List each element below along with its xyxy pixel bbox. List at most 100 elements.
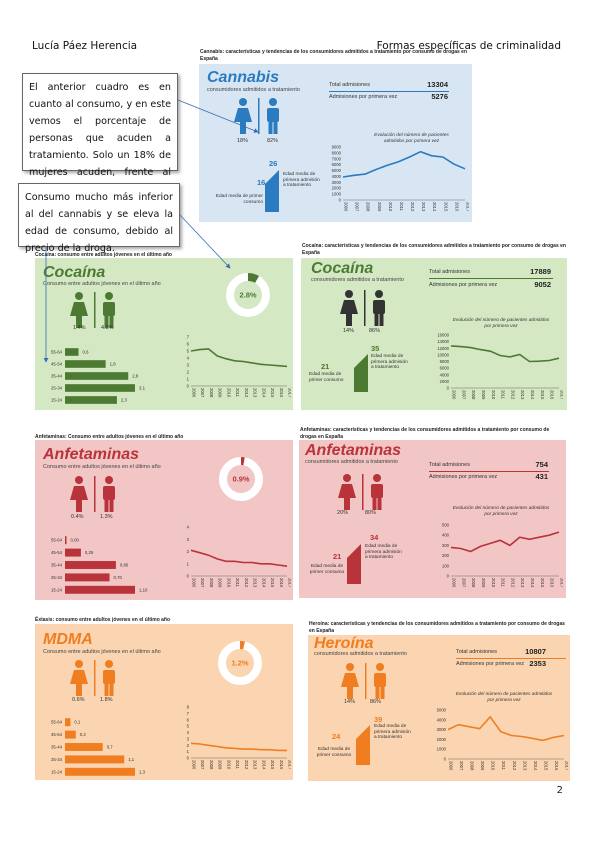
bar-value-label: 1,1	[128, 757, 135, 762]
anfet-trat-panel: Anfetaminas consumidores admitidos a tra…	[299, 440, 566, 598]
first-time-value: 431	[535, 472, 548, 481]
x-tick-label: 2011	[235, 578, 240, 588]
age-admission-value: 35	[371, 344, 380, 353]
men-pct: 86%	[369, 328, 381, 334]
x-tick-label: 2016	[554, 761, 559, 771]
x-tick-label: 2007	[200, 578, 205, 588]
gender-icons	[341, 663, 386, 699]
y-tick-label: 3	[187, 363, 190, 368]
donut-chart: 0.9%	[219, 457, 263, 501]
y-tick-label: 2	[187, 743, 190, 748]
x-tick-label: 2016	[550, 578, 555, 588]
y-tick-label: 2000	[332, 186, 342, 191]
anfet-trat-subtitle: consumidores admitidos a tratamiento	[305, 459, 398, 465]
donut-label: 0.9%	[232, 475, 249, 484]
y-tick-label: 5	[187, 349, 190, 354]
x-tick-label: 2017	[288, 760, 292, 770]
x-tick-label: 2007	[459, 761, 464, 771]
trat-line-chart: 0 1000 2000 3000 4000 5000 2006 2007 2008 2009 201…	[437, 708, 568, 771]
man-icon	[103, 292, 115, 328]
bar-value-label: 0,25	[85, 550, 94, 555]
bar	[65, 536, 67, 545]
x-tick-label: 2007	[461, 578, 466, 588]
anfet-trat-caption: Anfetaminas: características y tendencia…	[300, 427, 550, 440]
x-tick-label: 2011	[235, 760, 240, 770]
trat-line-chart: 0 100 200 300 400 500 2006 2007 2008 2009 2010 2011…	[442, 523, 563, 588]
donut-label: 1.2%	[231, 659, 248, 668]
x-tick-label: 2011	[235, 388, 240, 398]
series-line	[342, 150, 466, 178]
y-tick-label: 6000	[332, 162, 342, 167]
total-admissions-label: Total admisiones	[456, 649, 497, 655]
heroina-trat-panel: Heroína consumidores admitidos a tratami…	[308, 635, 570, 781]
callout-treatment-text: El anterior cuadro es en cuanto al consu…	[29, 82, 171, 195]
y-tick-label: 400	[442, 533, 450, 538]
x-tick-label: 2017	[288, 388, 292, 398]
x-tick-label: 2012	[410, 202, 415, 212]
bar	[65, 585, 135, 594]
x-tick-label: 2013	[520, 390, 525, 400]
x-tick-label: 2016	[279, 388, 284, 398]
x-tick-label: 2014	[533, 761, 538, 771]
x-tick-label: 2014	[261, 388, 266, 398]
chart-title: Evolución del número de pacientes admiti…	[374, 133, 449, 144]
y-tick-label: 2000	[440, 379, 450, 384]
x-tick-label: 2008	[471, 390, 476, 400]
y-tick-label: 8000	[332, 150, 342, 155]
consumo-line-chart: 0 12 345 678 2006 2007 2008 2009 2010 2011 2012 201…	[187, 705, 292, 770]
mdma-title: MDMA	[43, 631, 93, 648]
y-tick-label: 0	[339, 198, 342, 203]
bar-value-label: 2,8	[132, 373, 139, 378]
x-tick-label: 2010	[226, 760, 231, 770]
x-tick-label: 2014	[432, 202, 437, 212]
document-subject: Formas específicas de criminalidad	[376, 40, 561, 52]
age-first-value: 16	[257, 178, 266, 187]
x-tick-label: 2010	[491, 578, 496, 588]
gender-icons	[340, 290, 385, 326]
series-line	[190, 348, 288, 368]
age-bar-chart: 55-64 0,1 45-54 0,2 35-44 0,7 25-34 1,1 15-24 1,3	[51, 718, 146, 776]
mdma-consumo-panel: MDMA Consumo entre adultos jóvenes en el…	[35, 624, 293, 780]
y-tick-label: 7	[187, 335, 190, 340]
x-tick-label: 2013	[253, 578, 258, 588]
callout-treatment: El anterior cuadro es en cuanto al consu…	[22, 73, 178, 195]
total-admissions-label: Total admisiones	[429, 462, 470, 468]
x-tick-label: 2008	[366, 202, 371, 212]
man-icon	[371, 474, 383, 510]
bar	[65, 396, 117, 404]
bar	[65, 767, 135, 776]
y-tick-label: 4000	[437, 717, 447, 722]
age-first-label: Edad media de primer consumo	[309, 564, 345, 575]
bar-value-label: 0,1	[74, 720, 81, 725]
gender-icons	[70, 660, 115, 696]
x-tick-label: 2014	[261, 760, 266, 770]
x-tick-label: 2010	[226, 388, 231, 398]
y-tick-label: 7000	[332, 156, 342, 161]
first-time-value: 2353	[529, 659, 546, 668]
x-tick-label: 2016	[454, 202, 459, 212]
y-tick-label: 0	[187, 574, 190, 579]
donut-track	[219, 457, 263, 501]
x-tick-label: 2010	[226, 578, 231, 588]
bar-category-label: 35-44	[51, 744, 63, 749]
x-tick-label: 2017	[288, 578, 292, 588]
cannabis-subtitle: consumidores admitidos a tratamiento	[207, 87, 300, 93]
men-pct: 4.2%	[101, 325, 114, 331]
bar	[65, 548, 81, 557]
x-tick-label: 2010	[491, 390, 496, 400]
heroina-trat-caption: Heroína: características y tendencias de…	[309, 621, 565, 634]
women-pct: 18%	[237, 138, 249, 144]
x-tick-label: 2015	[540, 390, 545, 400]
author-name: Lucía Páez Herencia	[32, 40, 138, 52]
cannabis-title: Cannabis	[207, 69, 280, 86]
x-tick-label: 2012	[510, 390, 515, 400]
x-tick-label: 2014	[530, 578, 535, 588]
cocaina-trat-panel: Cocaína consumidores admitidos a tratami…	[301, 258, 567, 410]
x-tick-label: 2006	[192, 578, 197, 588]
man-icon	[373, 290, 385, 326]
x-tick-label: 2013	[520, 578, 525, 588]
women-pct: 20%	[337, 510, 349, 516]
age-first-value: 21	[333, 552, 342, 561]
total-admissions-value: 17889	[530, 267, 551, 276]
